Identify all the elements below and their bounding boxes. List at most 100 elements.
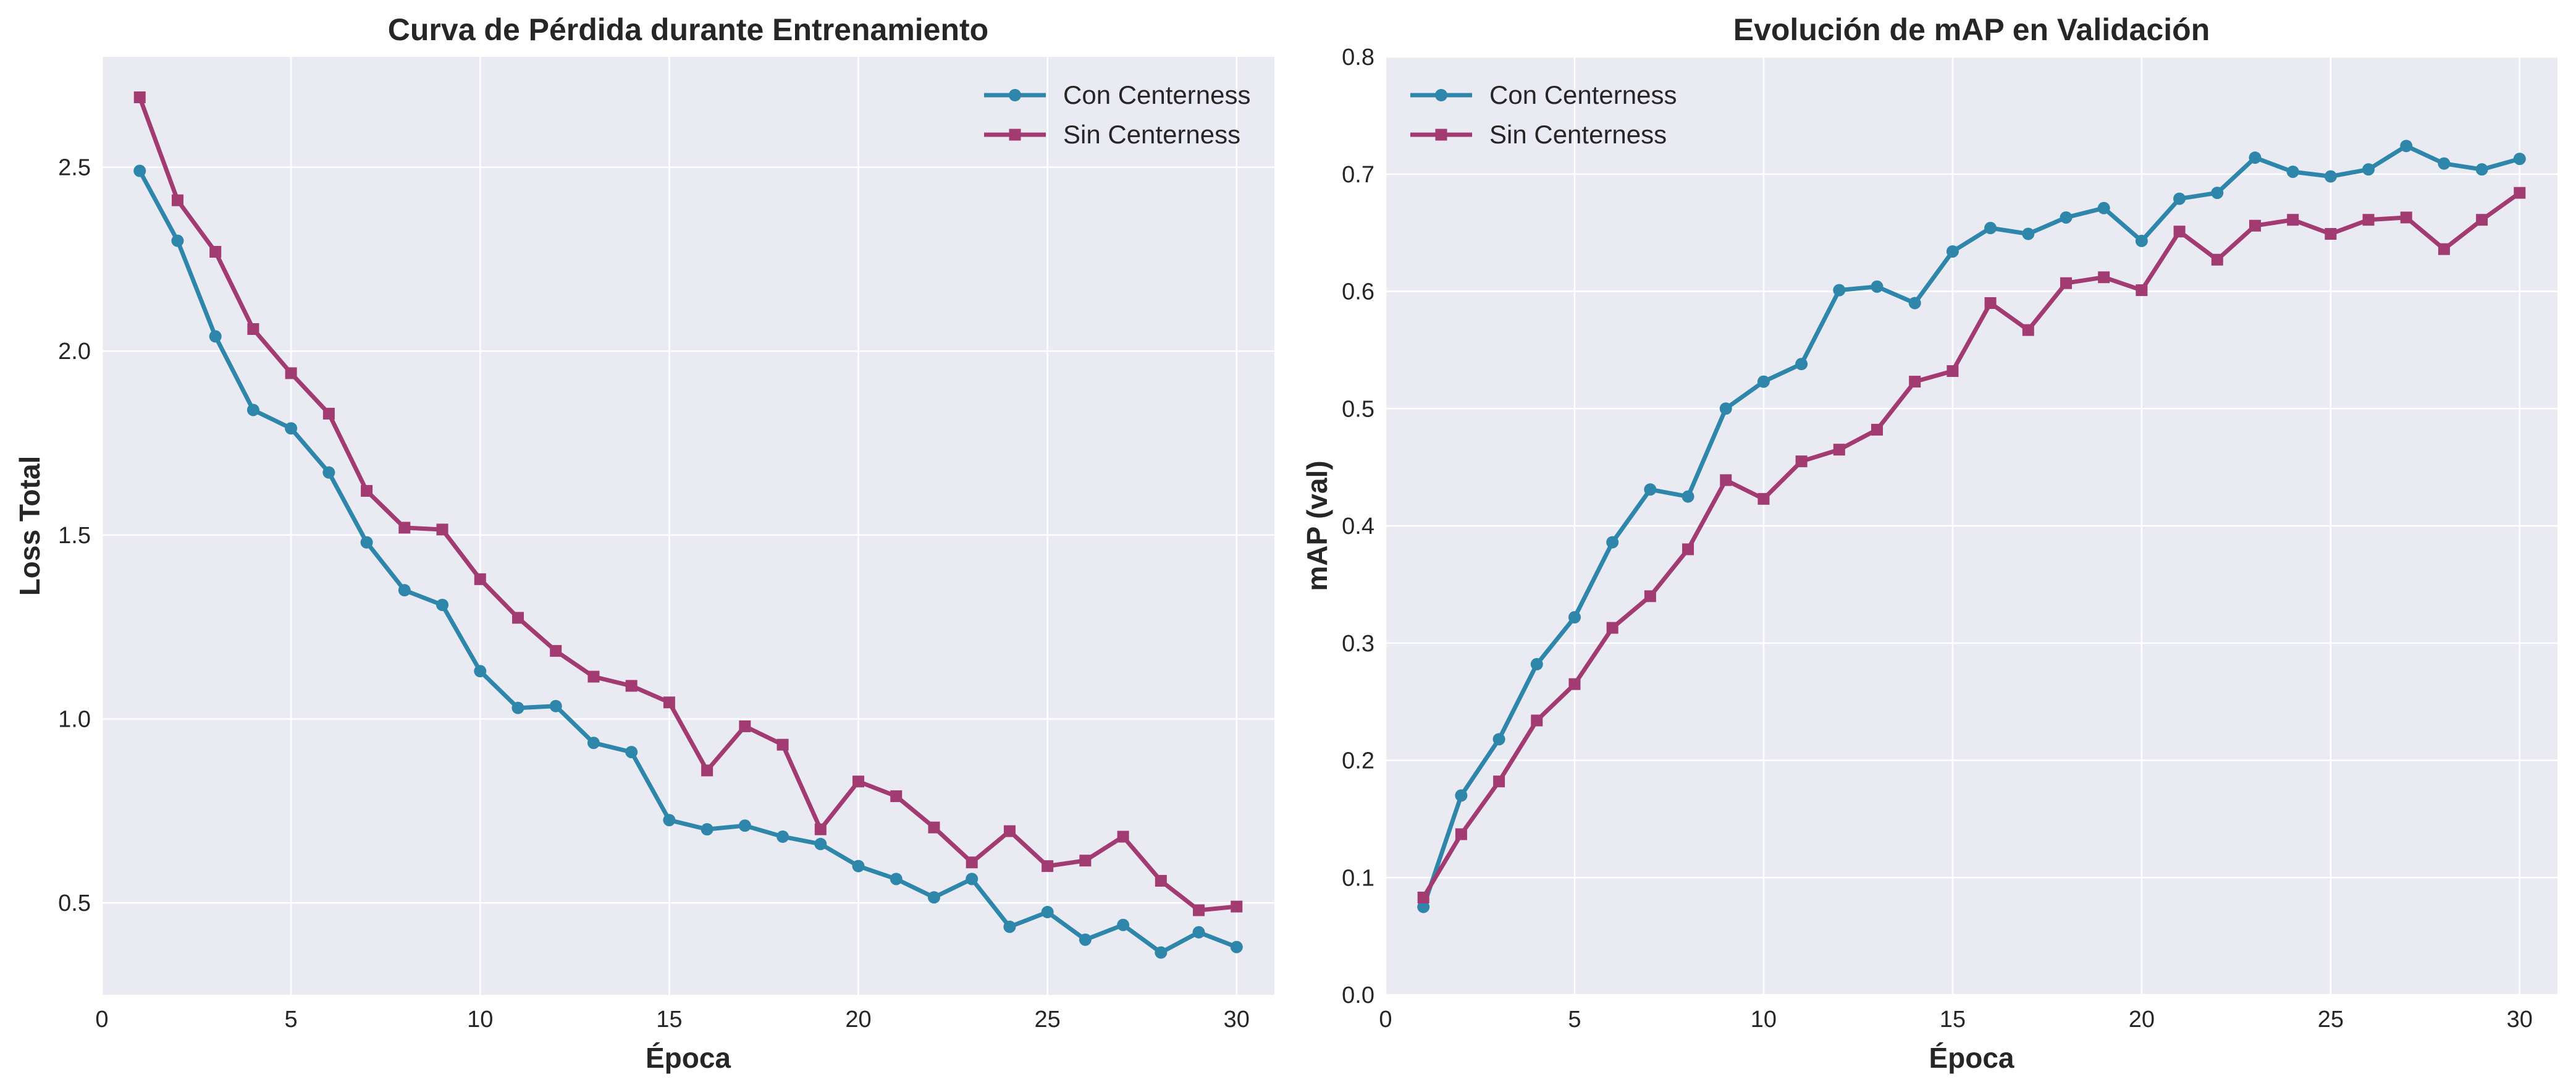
x-tick-label: 20: [2129, 1007, 2155, 1033]
x-tick-label: 30: [1224, 1007, 1250, 1033]
data-point: [1719, 402, 1732, 415]
data-point: [1947, 365, 1959, 378]
data-point: [474, 665, 487, 678]
data-point: [1041, 906, 1054, 919]
legend-label: Sin Centerness: [1063, 120, 1240, 149]
data-point: [1493, 775, 1505, 788]
data-point: [2022, 324, 2034, 336]
x-tick-labels: 0 5 10 15 20 25 30: [1379, 1007, 2533, 1033]
x-tick-label: 30: [2507, 1007, 2533, 1033]
data-point: [1871, 280, 1884, 293]
data-point: [2173, 226, 2186, 238]
data-point: [2097, 201, 2110, 214]
data-point: [1003, 920, 1016, 933]
data-point: [285, 422, 298, 435]
legend-item: Sin Centerness: [1410, 120, 1667, 149]
legend: Con Centerness Sin Centerness: [1410, 80, 1677, 149]
y-tick-label: 0.6: [1342, 279, 1374, 305]
data-point: [1492, 733, 1505, 746]
y-tick-label: 2.5: [58, 155, 91, 181]
series-2: [133, 91, 1243, 916]
data-point: [209, 330, 222, 343]
y-tick-label: 2.0: [58, 339, 91, 365]
data-point: [928, 821, 940, 834]
data-point: [2324, 170, 2337, 183]
data-point: [2249, 219, 2261, 232]
y-axis-label: mAP (val): [1301, 460, 1333, 591]
data-point: [1531, 714, 1543, 727]
data-point: [1606, 536, 1619, 549]
data-point: [2211, 187, 2224, 200]
data-point: [701, 764, 713, 777]
data-point: [246, 403, 259, 416]
y-tick-label: 0.3: [1342, 631, 1374, 657]
data-point: [209, 246, 222, 258]
data-point: [1833, 284, 1846, 297]
y-tick-labels: 0.0 0.1 0.2 0.3 0.4 0.5 0.6 0.7 0.8: [1342, 44, 1374, 1008]
data-point: [171, 234, 184, 247]
x-axis-label: Época: [1929, 1042, 2014, 1074]
data-point: [738, 819, 751, 832]
data-point: [890, 872, 903, 885]
x-tick-label: 25: [1035, 1007, 1061, 1033]
data-point: [436, 598, 449, 611]
data-point: [511, 612, 524, 624]
series-line: [137, 95, 1239, 913]
data-point: [1079, 855, 1092, 867]
legend-item: Con Centerness: [1410, 80, 1677, 109]
data-point: [1117, 918, 1130, 931]
y-tick-label: 0.5: [1342, 396, 1374, 422]
data-point: [1795, 455, 1808, 468]
data-point: [2173, 192, 2186, 205]
data-point: [1720, 474, 1732, 486]
data-point: [1682, 543, 1694, 556]
data-point: [2286, 165, 2299, 178]
data-point: [511, 701, 524, 714]
y-tick-label: 1.5: [58, 523, 91, 549]
data-point: [1606, 622, 1618, 634]
data-point: [2513, 153, 2526, 166]
data-point: [398, 584, 411, 597]
data-point: [2400, 140, 2413, 153]
data-point: [2400, 211, 2412, 224]
y-tick-label: 0.7: [1342, 162, 1374, 188]
series-2: [1417, 187, 2526, 904]
series-line: [137, 169, 1239, 955]
data-point: [587, 737, 600, 750]
chart-panel-2: 0 5 10 15 20 25 30 0.0 0.1 0.2 0.3 0.4 0.5 0.6 0.7 0.8 E…: [1301, 12, 2557, 1074]
data-point: [247, 323, 259, 336]
x-tick-label: 10: [467, 1007, 493, 1033]
chart-title: Curva de Pérdida durante Entrenamiento: [388, 12, 988, 47]
data-point: [1568, 611, 1581, 624]
x-tick-label: 0: [95, 1007, 108, 1033]
data-point: [927, 891, 940, 904]
legend-label: Sin Centerness: [1489, 120, 1667, 149]
x-tick-labels: 0 5 10 15 20 25 30: [95, 1007, 1249, 1033]
legend-marker: [1435, 89, 1447, 101]
series-1: [1417, 140, 2526, 913]
data-point: [625, 680, 638, 692]
data-point: [2438, 157, 2451, 170]
x-tick-label: 15: [656, 1007, 682, 1033]
data-point: [739, 720, 751, 732]
data-point: [1946, 245, 1959, 258]
data-point: [1644, 483, 1657, 496]
data-point: [814, 823, 827, 835]
data-point: [1908, 297, 1921, 310]
data-point: [1155, 946, 1168, 959]
data-point: [1455, 828, 1467, 840]
data-point: [550, 644, 562, 657]
data-point: [2060, 211, 2073, 224]
data-point: [133, 91, 146, 103]
legend-label: Con Centerness: [1063, 80, 1251, 109]
data-point: [966, 856, 978, 869]
data-point: [1757, 492, 1770, 505]
data-point: [1682, 490, 1694, 503]
data-point: [285, 367, 297, 379]
grid: [101, 57, 1274, 995]
grid: [1384, 56, 2557, 996]
legend-label: Con Centerness: [1489, 80, 1677, 109]
data-point: [322, 466, 335, 479]
y-tick-label: 0.8: [1342, 44, 1374, 70]
legend: Con Centerness Sin Centerness: [984, 80, 1251, 149]
